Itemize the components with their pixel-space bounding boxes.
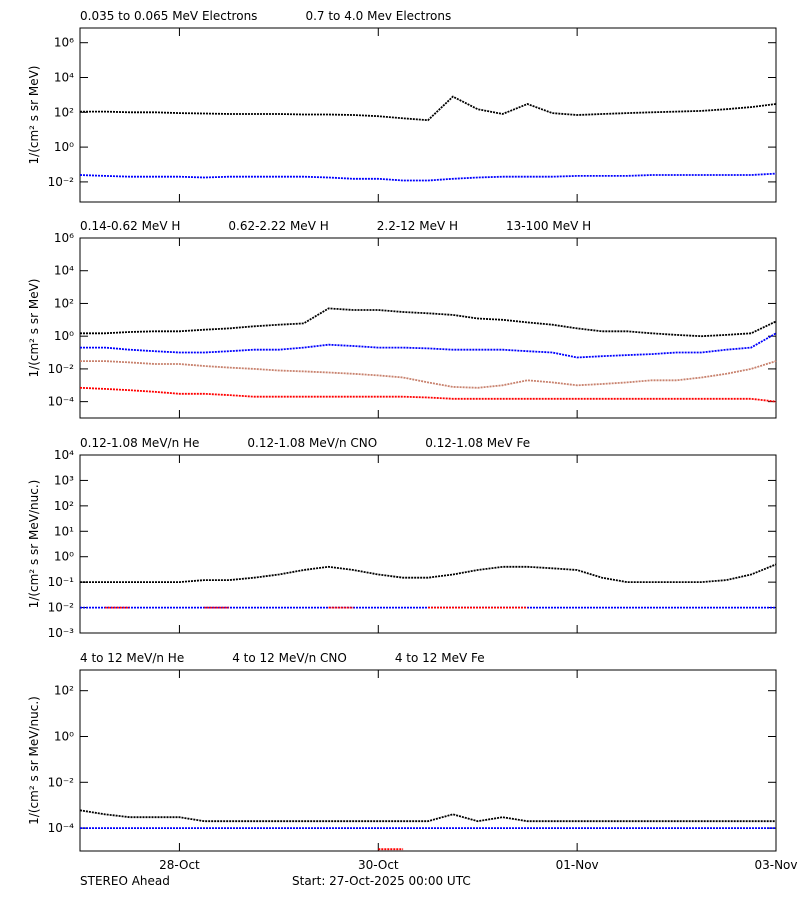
footer-left: STEREO Ahead [80, 874, 170, 888]
series-line [80, 360, 777, 389]
series-line [80, 307, 777, 338]
plot-frame [79, 27, 777, 203]
footer-center: Start: 27-Oct-2025 00:00 UTC [292, 874, 471, 888]
legend-entry: 0.12-1.08 MeV/n CNO [247, 436, 377, 450]
y-axis-label: 1/(cm² s sr MeV) [27, 66, 41, 165]
series-line [79, 809, 776, 823]
y-axis-label: 1/(cm² s sr MeV/nuc.) [27, 480, 41, 609]
plot-frame [79, 669, 777, 852]
y-tick-label: 10⁰ [54, 550, 74, 564]
series-line [79, 386, 777, 403]
x-tick-label: 30-Oct [358, 858, 399, 872]
y-tick-label: 10⁴ [54, 71, 74, 85]
y-tick-label: 10² [54, 296, 74, 310]
y-tick-label: 10⁻⁴ [48, 395, 75, 409]
legend-entry: 13-100 MeV H [506, 219, 591, 233]
y-tick-label: 10⁻² [48, 601, 75, 615]
y-tick-label: 10¹ [54, 524, 74, 538]
y-tick-label: 10⁴ [54, 448, 74, 462]
x-tick-label: 03-Nov [754, 858, 797, 872]
plot-frame [79, 237, 777, 419]
x-tick-label: 28-Oct [159, 858, 200, 872]
y-tick-label: 10⁻² [48, 175, 75, 189]
y-tick-label: 10⁰ [54, 140, 74, 154]
legend-entry: 4 to 12 MeV/n CNO [232, 651, 347, 665]
y-tick-label: 10⁻³ [48, 626, 75, 640]
y-tick-label: 10⁶ [54, 36, 74, 50]
y-tick-label: 10⁰ [54, 329, 74, 343]
legend-entry: 0.14-0.62 MeV H [80, 219, 180, 233]
legend-entry: 4 to 12 MeV Fe [395, 651, 485, 665]
y-tick-label: 10⁻² [48, 775, 75, 789]
y-tick-label: 10⁻¹ [48, 575, 75, 589]
legend-entry: 0.12-1.08 MeV/n He [80, 436, 199, 450]
legend-entry: 0.7 to 4.0 Mev Electrons [305, 9, 451, 23]
y-tick-label: 10³ [54, 473, 74, 487]
y-axis-label: 1/(cm² s sr MeV) [27, 279, 41, 378]
y-tick-label: 10² [54, 499, 74, 513]
legend-entry: 2.2-12 MeV H [377, 219, 458, 233]
y-tick-label: 10⁻⁴ [48, 821, 75, 835]
y-tick-label: 10² [54, 105, 74, 119]
legend-entry: 0.12-1.08 MeV Fe [425, 436, 530, 450]
legend-entry: 0.035 to 0.065 MeV Electrons [80, 9, 257, 23]
legend-entry: 4 to 12 MeV/n He [80, 651, 184, 665]
series-line [79, 172, 777, 182]
y-tick-label: 10⁰ [54, 729, 74, 743]
y-tick-label: 10⁶ [54, 231, 74, 245]
y-tick-label: 10⁻² [48, 362, 75, 376]
y-tick-label: 10² [54, 684, 74, 698]
x-tick-label: 01-Nov [556, 858, 599, 872]
legend-entry: 0.62-2.22 MeV H [228, 219, 328, 233]
y-axis-label: 1/(cm² s sr MeV/nuc.) [27, 696, 41, 825]
series-line [80, 563, 777, 583]
y-tick-label: 10⁴ [54, 264, 74, 278]
plot-frame [79, 454, 777, 634]
series-line [80, 332, 777, 359]
series-line [80, 95, 777, 122]
